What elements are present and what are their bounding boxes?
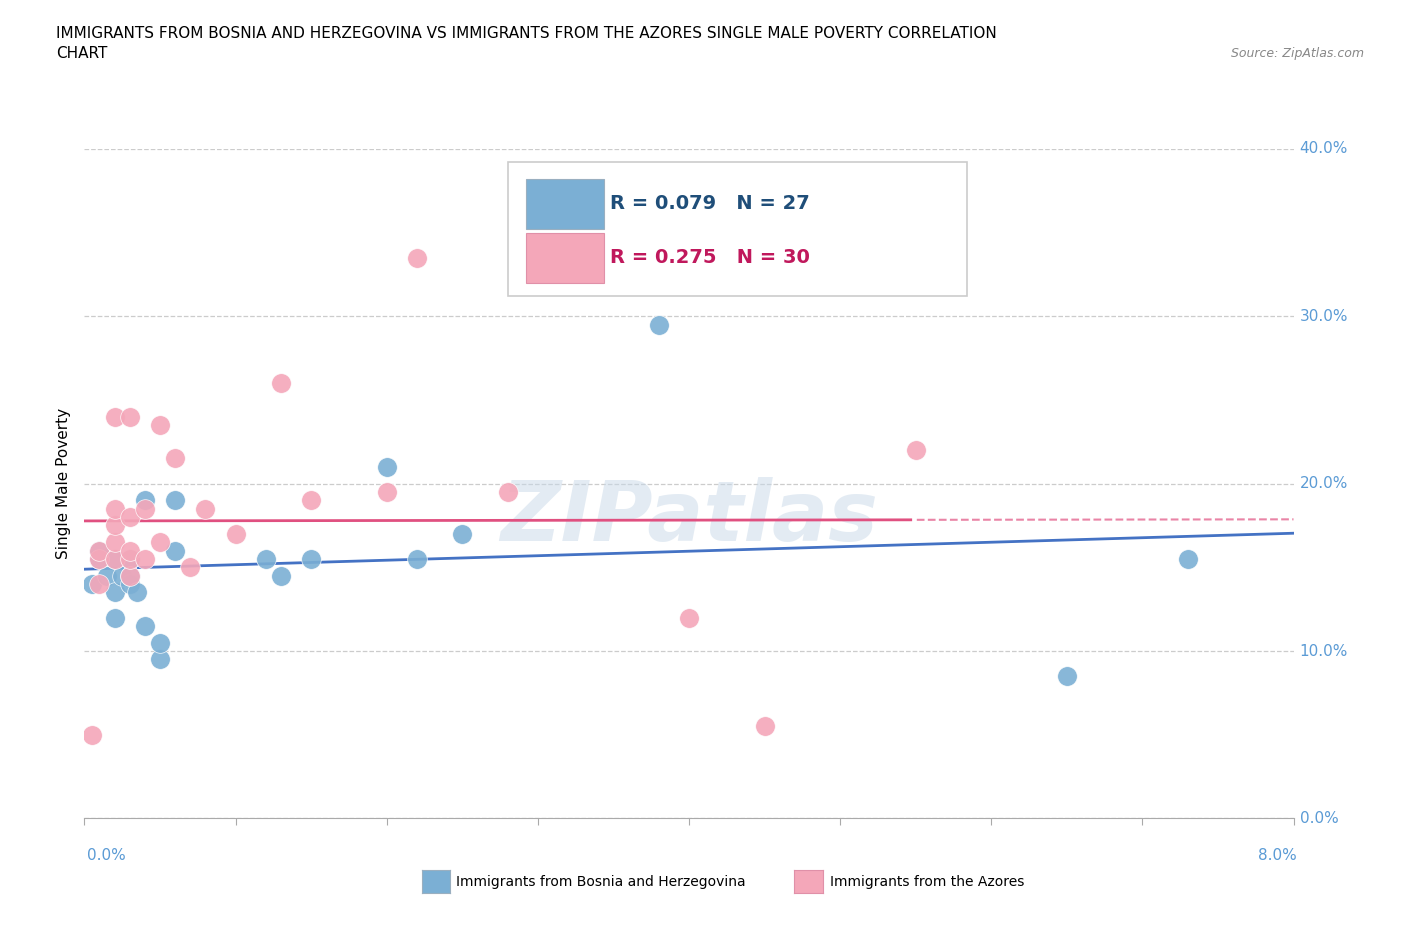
Text: 0.0%: 0.0% [1299, 811, 1339, 826]
Point [165, 451, 187, 466]
Point [118, 543, 141, 558]
Point [299, 493, 322, 508]
Text: CHART: CHART [56, 46, 108, 61]
Point [451, 526, 474, 541]
Point [375, 459, 398, 474]
FancyBboxPatch shape [508, 162, 967, 296]
Point [118, 551, 141, 566]
Y-axis label: Single Male Poverty: Single Male Poverty [56, 408, 72, 559]
Point [904, 443, 927, 458]
Point [270, 568, 292, 583]
Point [111, 568, 134, 583]
Point [96, 568, 118, 583]
Point [179, 560, 201, 575]
Point [254, 551, 277, 566]
Point [89, 543, 111, 558]
Point [194, 501, 217, 516]
Point [1056, 669, 1078, 684]
Point [89, 551, 111, 566]
Text: R = 0.275   N = 30: R = 0.275 N = 30 [610, 248, 810, 268]
Text: R = 0.079   N = 27: R = 0.079 N = 27 [610, 194, 810, 213]
Point [104, 535, 127, 550]
Point [104, 409, 127, 424]
Point [134, 493, 156, 508]
Text: 40.0%: 40.0% [1299, 141, 1348, 156]
Point [118, 510, 141, 525]
Text: Immigrants from Bosnia and Herzegovina: Immigrants from Bosnia and Herzegovina [456, 874, 745, 889]
Text: IMMIGRANTS FROM BOSNIA AND HERZEGOVINA VS IMMIGRANTS FROM THE AZORES SINGLE MALE: IMMIGRANTS FROM BOSNIA AND HERZEGOVINA V… [56, 26, 997, 41]
FancyBboxPatch shape [526, 232, 605, 283]
Point [647, 317, 671, 332]
Point [134, 618, 156, 633]
FancyBboxPatch shape [526, 179, 605, 229]
Point [149, 418, 172, 432]
Point [134, 501, 156, 516]
Point [225, 526, 247, 541]
Point [118, 577, 141, 591]
Point [104, 585, 127, 600]
Point [127, 585, 149, 600]
Point [89, 551, 111, 566]
Point [1177, 551, 1199, 566]
Point [118, 568, 141, 583]
Point [165, 543, 187, 558]
Point [89, 577, 111, 591]
Point [104, 610, 127, 625]
Text: 30.0%: 30.0% [1299, 309, 1348, 324]
Point [149, 535, 172, 550]
Point [149, 635, 172, 650]
Point [406, 250, 429, 265]
Text: 10.0%: 10.0% [1299, 644, 1348, 658]
Text: 8.0%: 8.0% [1257, 848, 1296, 863]
Point [104, 551, 127, 566]
Text: Immigrants from the Azores: Immigrants from the Azores [830, 874, 1024, 889]
Point [80, 727, 103, 742]
Point [118, 551, 141, 566]
Point [375, 485, 398, 499]
Point [118, 568, 141, 583]
Point [678, 610, 700, 625]
Point [134, 551, 156, 566]
Point [80, 577, 103, 591]
Point [149, 652, 172, 667]
Text: 0.0%: 0.0% [87, 848, 127, 863]
Text: ZIPatlas: ZIPatlas [501, 476, 877, 558]
Point [270, 376, 292, 391]
Point [299, 551, 322, 566]
Point [406, 551, 429, 566]
Point [104, 551, 127, 566]
Point [89, 543, 111, 558]
Text: Source: ZipAtlas.com: Source: ZipAtlas.com [1230, 46, 1364, 60]
Point [496, 485, 519, 499]
Point [104, 501, 127, 516]
Point [118, 409, 141, 424]
Text: 20.0%: 20.0% [1299, 476, 1348, 491]
Point [104, 518, 127, 533]
Point [165, 493, 187, 508]
Point [754, 719, 776, 734]
